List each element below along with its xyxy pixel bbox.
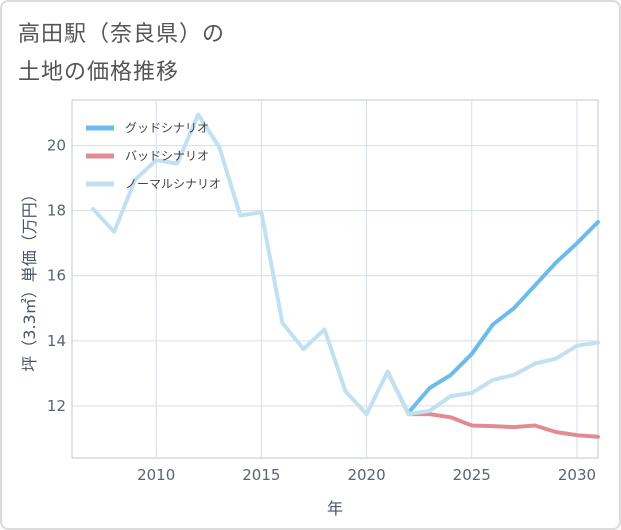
- x-axis-title: 年: [327, 499, 343, 518]
- x-tick-label: 2015: [242, 466, 280, 484]
- x-tick-label: 2010: [137, 466, 175, 484]
- series-line-2: [91, 112, 600, 417]
- plot-area: [71, 99, 599, 459]
- grid-lines: [72, 100, 598, 458]
- chart-title: 高田駅（奈良県）の 土地の価格推移: [18, 16, 225, 92]
- x-tick-label: 2025: [453, 466, 491, 484]
- y-axis-title: 坪（3.3㎡）単価（万円）: [20, 186, 39, 371]
- legend-item-0[interactable]: グッドシナリオ: [86, 121, 209, 135]
- legend-item-1[interactable]: バッドシナリオ: [86, 149, 209, 163]
- legend-label: ノーマルシナリオ: [125, 177, 221, 191]
- legend-label: グッドシナリオ: [125, 121, 209, 135]
- series-line-1: [385, 369, 600, 439]
- x-tick-label: 2020: [347, 466, 385, 484]
- chart-title-line-1: 高田駅（奈良県）の: [18, 22, 226, 47]
- y-tick-label: 20: [47, 137, 66, 155]
- series-layer: [91, 112, 600, 439]
- series-line-0: [406, 220, 600, 415]
- y-axis-ticks: 12 14 16 18 20: [47, 137, 66, 415]
- x-tick-label: 2030: [558, 466, 596, 484]
- y-tick-label: 12: [47, 397, 66, 415]
- x-axis-ticks: 2010 2015 2020 2025 2030: [137, 466, 596, 484]
- chart-title-line-2: 土地の価格推移: [18, 60, 180, 85]
- y-tick-label: 18: [47, 202, 66, 220]
- legend-label: バッドシナリオ: [125, 149, 209, 163]
- legend-item-2[interactable]: ノーマルシナリオ: [86, 177, 221, 191]
- y-tick-label: 16: [47, 267, 66, 285]
- y-tick-label: 14: [47, 332, 66, 350]
